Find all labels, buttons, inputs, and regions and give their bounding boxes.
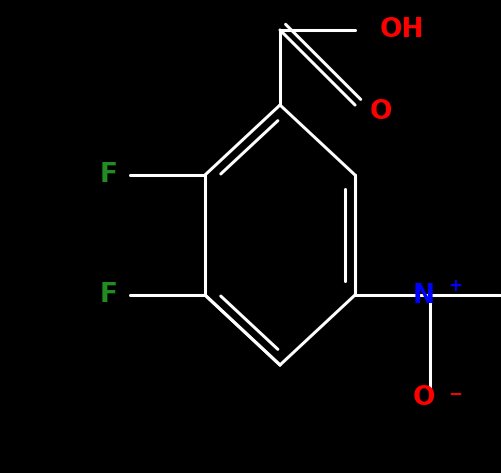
Text: F: F <box>100 282 118 308</box>
Text: O: O <box>413 385 435 411</box>
Text: F: F <box>100 162 118 188</box>
Text: −: − <box>448 384 462 402</box>
Text: N: N <box>413 283 435 309</box>
Text: +: + <box>448 277 462 295</box>
Text: OH: OH <box>380 17 424 43</box>
Text: O: O <box>370 99 392 125</box>
